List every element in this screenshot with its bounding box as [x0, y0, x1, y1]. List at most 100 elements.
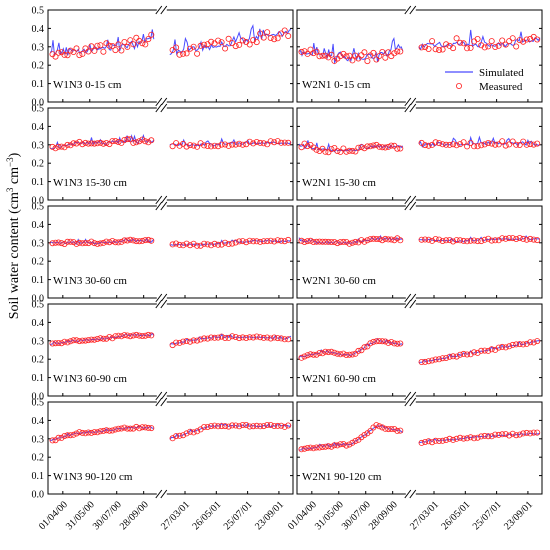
- axis-break-mask-top-w2n1-30-60-cm: [405, 203, 416, 209]
- panel-frame-w2n1-30-60-cm: [296, 205, 543, 299]
- measured-point: [70, 239, 77, 246]
- measured-point: [307, 444, 314, 451]
- measured-point: [67, 47, 74, 54]
- measured-point: [418, 236, 425, 243]
- measured-point: [358, 52, 365, 59]
- axis-break-mark-bottom-0-w1n3-30-60-cm: [155, 293, 163, 303]
- measured-point: [243, 334, 250, 341]
- measured-point: [460, 435, 467, 442]
- measured-point: [355, 347, 362, 354]
- y-tick-label-w1n3-15-30-cm-3: 0.3: [32, 140, 45, 151]
- measured-point: [133, 423, 140, 430]
- measured-point: [358, 237, 365, 244]
- measured-point: [267, 138, 274, 145]
- measured-point: [274, 237, 281, 244]
- measured-point: [85, 240, 92, 247]
- measured-point: [225, 423, 232, 430]
- measured-point: [460, 350, 467, 357]
- axis-break-mask-top-w1n3-90-120-cm: [156, 399, 167, 405]
- measured-point: [418, 439, 425, 446]
- measured-point: [61, 338, 68, 345]
- measured-point: [264, 238, 271, 245]
- measured-point: [513, 141, 520, 148]
- measured-point: [453, 35, 460, 42]
- measured-point: [388, 236, 395, 243]
- measured-point: [422, 142, 429, 149]
- measured-point: [148, 425, 155, 432]
- measured-point: [340, 440, 347, 447]
- measured-point: [176, 339, 183, 346]
- axis-break-mask-bottom-w1n3-90-120-cm: [156, 491, 167, 497]
- measured-point: [103, 238, 110, 245]
- measured-point: [301, 445, 308, 452]
- measured-point: [148, 237, 155, 244]
- measured-point: [183, 50, 190, 57]
- measured-point: [352, 437, 359, 444]
- measured-point: [457, 39, 464, 46]
- measured-point: [49, 340, 56, 347]
- measured-point: [373, 422, 380, 429]
- measured-point: [106, 239, 113, 246]
- measured-point: [450, 353, 457, 360]
- measured-point: [271, 422, 278, 429]
- measured-point: [373, 235, 380, 242]
- measured-point: [139, 136, 146, 143]
- measured-point: [495, 42, 502, 49]
- x-tick-label-w2n1-90-120-cm-0: 01/04/00: [286, 499, 319, 532]
- measured-point: [307, 46, 314, 53]
- measured-point: [118, 47, 125, 54]
- measured-point: [148, 31, 155, 38]
- measured-point: [388, 338, 395, 345]
- measured-point: [481, 141, 488, 148]
- measured-point: [464, 351, 471, 358]
- x-tick-label-w1n3-90-120-cm-y2-3: 23/09/01: [253, 499, 286, 532]
- measured-point: [358, 347, 365, 354]
- measured-point: [183, 240, 190, 247]
- measured-point: [446, 141, 453, 148]
- measured-point: [204, 142, 211, 149]
- measured-point: [446, 237, 453, 244]
- measured-point: [352, 238, 359, 245]
- measured-point: [385, 49, 392, 56]
- measured-point: [358, 144, 365, 151]
- measured-point: [52, 340, 59, 347]
- axis-break-mark-top-0-w2n1-60-90-cm: [404, 299, 412, 309]
- measured-point: [222, 239, 229, 246]
- y-tick-label-w1n3-60-90-cm-1: 0.1: [32, 373, 45, 384]
- measured-point: [169, 143, 176, 150]
- measured-point: [474, 434, 481, 441]
- measured-point: [91, 240, 98, 247]
- measured-point: [94, 429, 101, 436]
- measured-point: [527, 235, 534, 242]
- measured-point: [222, 423, 229, 430]
- measured-point: [55, 339, 62, 346]
- measured-point: [516, 234, 523, 241]
- measured-point: [478, 142, 485, 149]
- measured-point: [457, 351, 464, 358]
- measured-point: [481, 347, 488, 354]
- measured-point: [446, 435, 453, 442]
- measured-point: [485, 139, 492, 146]
- x-tick-label-w2n1-90-120-cm-y2-3: 23/09/01: [502, 499, 535, 532]
- measured-point: [310, 445, 317, 452]
- measured-point: [319, 443, 326, 450]
- measured-point: [319, 238, 326, 245]
- measured-point: [118, 238, 125, 245]
- y-tick-label-w1n3-90-120-cm-5: 0.5: [32, 398, 45, 409]
- measured-point: [471, 349, 478, 356]
- measured-point: [298, 237, 305, 244]
- measured-point: [94, 240, 101, 247]
- measured-point: [70, 431, 77, 438]
- measured-point: [285, 139, 292, 146]
- panel-frame-w2n1-0-15-cm: [296, 9, 543, 103]
- measured-point: [527, 430, 534, 437]
- measured-point: [304, 352, 311, 359]
- measured-point: [253, 422, 260, 429]
- measured-point: [243, 421, 250, 428]
- measured-point: [343, 442, 350, 449]
- measured-point: [513, 341, 520, 348]
- axis-break-mark-top-0-w2n1-30-60-cm: [404, 201, 412, 211]
- measured-point: [124, 332, 131, 339]
- measured-point: [429, 38, 436, 45]
- measured-point: [103, 427, 110, 434]
